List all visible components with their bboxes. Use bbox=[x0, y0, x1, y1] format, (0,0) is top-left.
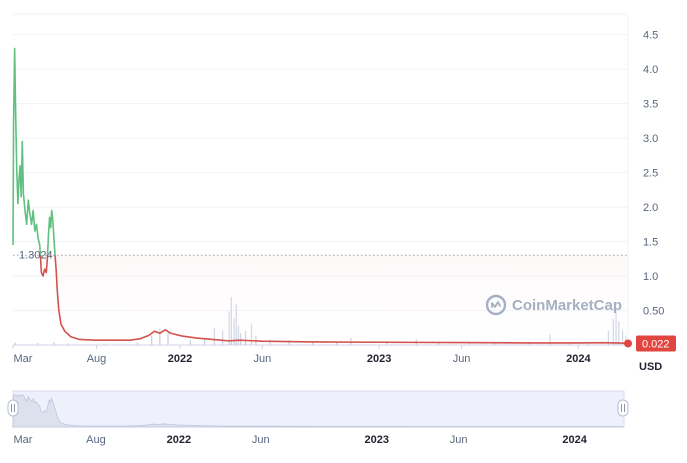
volume-bar-25 bbox=[335, 342, 338, 345]
currency-label: USD bbox=[639, 361, 662, 373]
navigator-x-axis-ticks: Mar Aug 2022 Jun 2023 Jun 2024 bbox=[14, 434, 588, 446]
navigator-area-path bbox=[12, 394, 625, 428]
volume-bar-5 bbox=[136, 342, 139, 345]
price-line bbox=[12, 47, 629, 345]
watermark-text: CoinMarketCap bbox=[512, 297, 622, 314]
navigator-x-tick-label: Jun bbox=[450, 434, 468, 446]
volume-bar-3 bbox=[67, 343, 69, 345]
volume-bar-22 bbox=[269, 339, 271, 345]
price-line-below-open bbox=[39, 255, 629, 345]
open-price-label: 1.3024 bbox=[19, 250, 53, 262]
navigator-x-tick-label: 2024 bbox=[562, 434, 587, 446]
volume-bar-23 bbox=[288, 340, 290, 345]
y-tick-label: 3.0 bbox=[643, 133, 658, 145]
volume-bar-24 bbox=[311, 341, 314, 345]
volume-bar-2 bbox=[53, 342, 55, 345]
x-tick-label: Jun bbox=[254, 353, 272, 365]
coinmarketcap-watermark: CoinMarketCap bbox=[485, 294, 622, 316]
navigator-price-area bbox=[12, 394, 625, 428]
volume-bar-34 bbox=[568, 342, 570, 345]
y-tick-label: 2.0 bbox=[643, 202, 658, 214]
current-price-dot bbox=[624, 339, 632, 348]
navigator-right-handle[interactable] bbox=[617, 399, 629, 417]
volume-bar-31 bbox=[494, 342, 496, 345]
time-range-navigator[interactable]: Mar Aug 2022 Jun 2023 Jun 2024 bbox=[7, 390, 629, 446]
price-fill-below-open bbox=[13, 255, 628, 344]
x-tick-label: 2022 bbox=[168, 353, 192, 365]
navigator-x-tick-label: Aug bbox=[86, 434, 106, 446]
x-tick-label: Jun bbox=[453, 353, 471, 365]
y-tick-label: 1.5 bbox=[643, 237, 658, 249]
navigator-x-tick-label: Mar bbox=[14, 434, 33, 446]
y-tick-label: 2.5 bbox=[643, 168, 658, 180]
y-tick-label: 3.5 bbox=[643, 99, 658, 111]
x-tick-label: 2024 bbox=[566, 353, 591, 365]
navigator-x-tick-label: Jun bbox=[252, 434, 270, 446]
volume-bar-27 bbox=[386, 342, 388, 345]
y-tick-label: 4.0 bbox=[643, 64, 658, 76]
current-price-label: 0.022 bbox=[642, 338, 670, 350]
current-price-badge: 0.022 bbox=[624, 335, 676, 352]
volume-bar-1 bbox=[36, 343, 39, 345]
y-tick-label: 0.50 bbox=[643, 306, 664, 318]
coinmarketcap-logo-icon bbox=[485, 294, 507, 316]
navigator-x-tick-label: 2023 bbox=[365, 434, 389, 446]
price-line-above-open bbox=[12, 47, 56, 256]
y-tick-label: 1.0 bbox=[643, 271, 658, 283]
navigator-x-tick-label: 2022 bbox=[167, 434, 191, 446]
current-price-badge-box bbox=[636, 335, 676, 352]
price-area-fill bbox=[13, 255, 628, 344]
volume-bar-4 bbox=[103, 343, 105, 345]
volume-bar-7 bbox=[159, 328, 161, 345]
volume-bar-30 bbox=[468, 342, 470, 345]
volume-bar-9 bbox=[189, 340, 192, 345]
y-tick-label: 4.5 bbox=[643, 30, 658, 42]
navigator-left-handle[interactable] bbox=[7, 399, 19, 417]
volume-bar-8 bbox=[167, 333, 169, 345]
x-tick-label: Aug bbox=[87, 353, 107, 365]
x-axis-ticks: Mar Aug 2022 Jun 2023 Jun 2024 bbox=[12, 345, 591, 365]
x-tick-label: 2023 bbox=[367, 353, 391, 365]
y-axis-ticks: 0.50 1.0 1.5 2.0 2.5 3.0 3.5 4.0 4.5 bbox=[643, 30, 664, 318]
volume-bar-10 bbox=[203, 337, 206, 345]
navigator-selection[interactable] bbox=[12, 390, 625, 428]
x-tick-label: Mar bbox=[14, 353, 33, 365]
volume-bar-6 bbox=[151, 335, 153, 345]
volume-bar-29 bbox=[438, 342, 440, 345]
volume-bar-0 bbox=[14, 342, 16, 345]
